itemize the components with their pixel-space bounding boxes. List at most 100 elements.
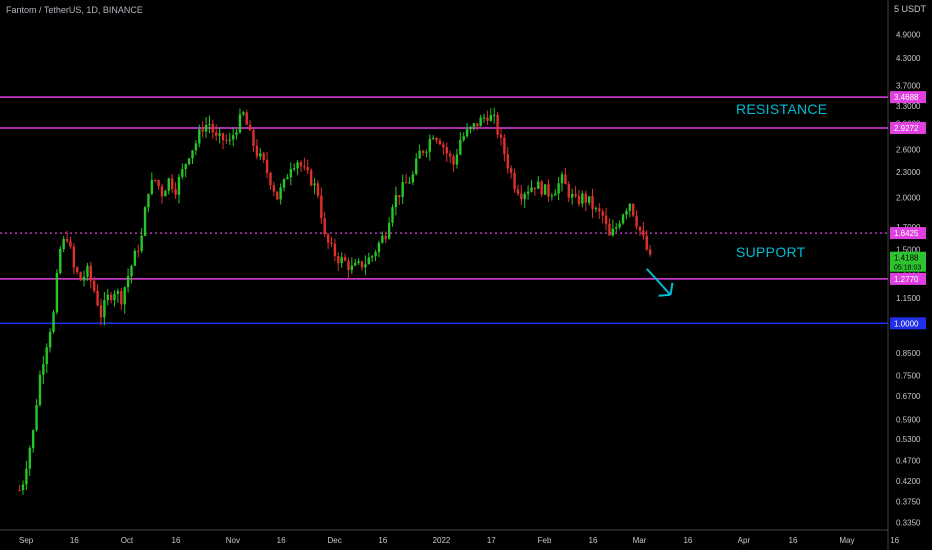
candle-body[interactable] [174, 189, 177, 195]
candle-body[interactable] [137, 250, 140, 252]
candle-body[interactable] [357, 261, 360, 263]
candle-body[interactable] [130, 265, 133, 277]
candle-body[interactable] [147, 193, 150, 208]
candle-body[interactable] [306, 166, 309, 171]
candle-body[interactable] [554, 193, 557, 196]
candle-body[interactable] [431, 138, 435, 140]
candle-body[interactable] [459, 139, 462, 155]
candle-body[interactable] [506, 154, 509, 169]
candle-body[interactable] [543, 184, 547, 195]
candle-body[interactable] [574, 194, 577, 197]
candle-body[interactable] [496, 114, 499, 135]
candle-body[interactable] [170, 178, 174, 190]
candle-body[interactable] [211, 124, 215, 133]
candle-body[interactable] [615, 227, 618, 229]
candle-body[interactable] [187, 158, 191, 165]
candle-body[interactable] [181, 169, 184, 177]
candle-body[interactable] [48, 331, 52, 348]
candle-body[interactable] [330, 242, 333, 244]
candle-body[interactable] [530, 187, 533, 192]
candle-body[interactable] [557, 183, 560, 194]
candle-body[interactable] [225, 140, 228, 142]
candle-body[interactable] [489, 115, 493, 121]
candle-body[interactable] [354, 262, 357, 266]
candle-body[interactable] [526, 191, 530, 194]
candle-body[interactable] [62, 239, 65, 250]
candle-body[interactable] [21, 484, 25, 491]
candle-body[interactable] [299, 162, 303, 167]
candle-body[interactable] [262, 153, 265, 160]
candle-body[interactable] [28, 448, 31, 469]
candle-body[interactable] [523, 193, 526, 200]
candle-body[interactable] [25, 468, 28, 485]
candle-body[interactable] [560, 174, 564, 184]
candle-body[interactable] [394, 195, 398, 208]
candle-body[interactable] [448, 153, 452, 157]
candle-body[interactable] [442, 144, 445, 148]
candle-body[interactable] [82, 276, 86, 281]
candle-body[interactable] [472, 123, 476, 127]
candle-body[interactable] [309, 170, 313, 186]
candle-body[interactable] [591, 196, 594, 209]
candle-body[interactable] [116, 291, 120, 294]
candle-body[interactable] [272, 185, 276, 192]
candle-body[interactable] [109, 294, 113, 301]
projection-arrow-shaft[interactable] [646, 268, 672, 296]
candle-body[interactable] [255, 145, 259, 157]
candle-body[interactable] [289, 168, 293, 178]
candle-body[interactable] [35, 405, 38, 431]
candle-body[interactable] [215, 132, 218, 136]
candle-body[interactable] [350, 265, 354, 271]
candle-body[interactable] [648, 249, 652, 255]
candle-body[interactable] [377, 242, 381, 253]
candle-body[interactable] [581, 193, 584, 204]
candle-body[interactable] [628, 203, 632, 211]
candle-body[interactable] [303, 166, 306, 168]
candle-body[interactable] [381, 235, 384, 243]
candle-body[interactable] [279, 187, 282, 200]
candle-body[interactable] [245, 112, 248, 125]
candle-body[interactable] [337, 255, 340, 264]
candle-body[interactable] [269, 172, 272, 186]
candle-body[interactable] [465, 129, 469, 137]
candle-body[interactable] [570, 194, 574, 198]
candle-body[interactable] [143, 207, 147, 236]
candle-body[interactable] [42, 364, 45, 375]
candle-body[interactable] [550, 195, 554, 197]
candle-body[interactable] [509, 168, 513, 173]
candle-body[interactable] [76, 267, 79, 273]
candle-body[interactable] [69, 241, 72, 247]
candle-body[interactable] [333, 243, 337, 256]
candle-body[interactable] [55, 273, 59, 313]
candle-body[interactable] [408, 182, 411, 184]
candle-body[interactable] [323, 218, 326, 235]
candle-body[interactable] [248, 124, 252, 131]
candle-body[interactable] [242, 112, 245, 115]
candle-body[interactable] [150, 179, 154, 194]
candle-body[interactable] [79, 272, 82, 281]
candle-body[interactable] [547, 184, 550, 197]
candle-body[interactable] [601, 211, 604, 216]
candle-body[interactable] [65, 239, 69, 242]
candle-body[interactable] [231, 135, 235, 140]
candle-body[interactable] [45, 347, 48, 365]
candle-body[interactable] [31, 430, 35, 449]
candle-body[interactable] [513, 172, 516, 190]
candle-body[interactable] [191, 150, 194, 159]
candle-body[interactable] [391, 207, 394, 223]
candle-body[interactable] [482, 117, 486, 119]
candle-body[interactable] [18, 490, 21, 492]
candle-body[interactable] [198, 129, 201, 144]
candle-body[interactable] [516, 189, 520, 194]
candle-body[interactable] [72, 246, 76, 268]
candle-body[interactable] [201, 129, 204, 132]
candle-body[interactable] [113, 293, 116, 301]
candle-body[interactable] [638, 226, 642, 231]
candle-body[interactable] [587, 196, 591, 203]
candle-body[interactable] [632, 203, 635, 216]
candle-body[interactable] [387, 222, 391, 239]
candle-body[interactable] [404, 182, 408, 184]
candle-body[interactable] [167, 178, 170, 191]
candle-body[interactable] [238, 114, 242, 133]
